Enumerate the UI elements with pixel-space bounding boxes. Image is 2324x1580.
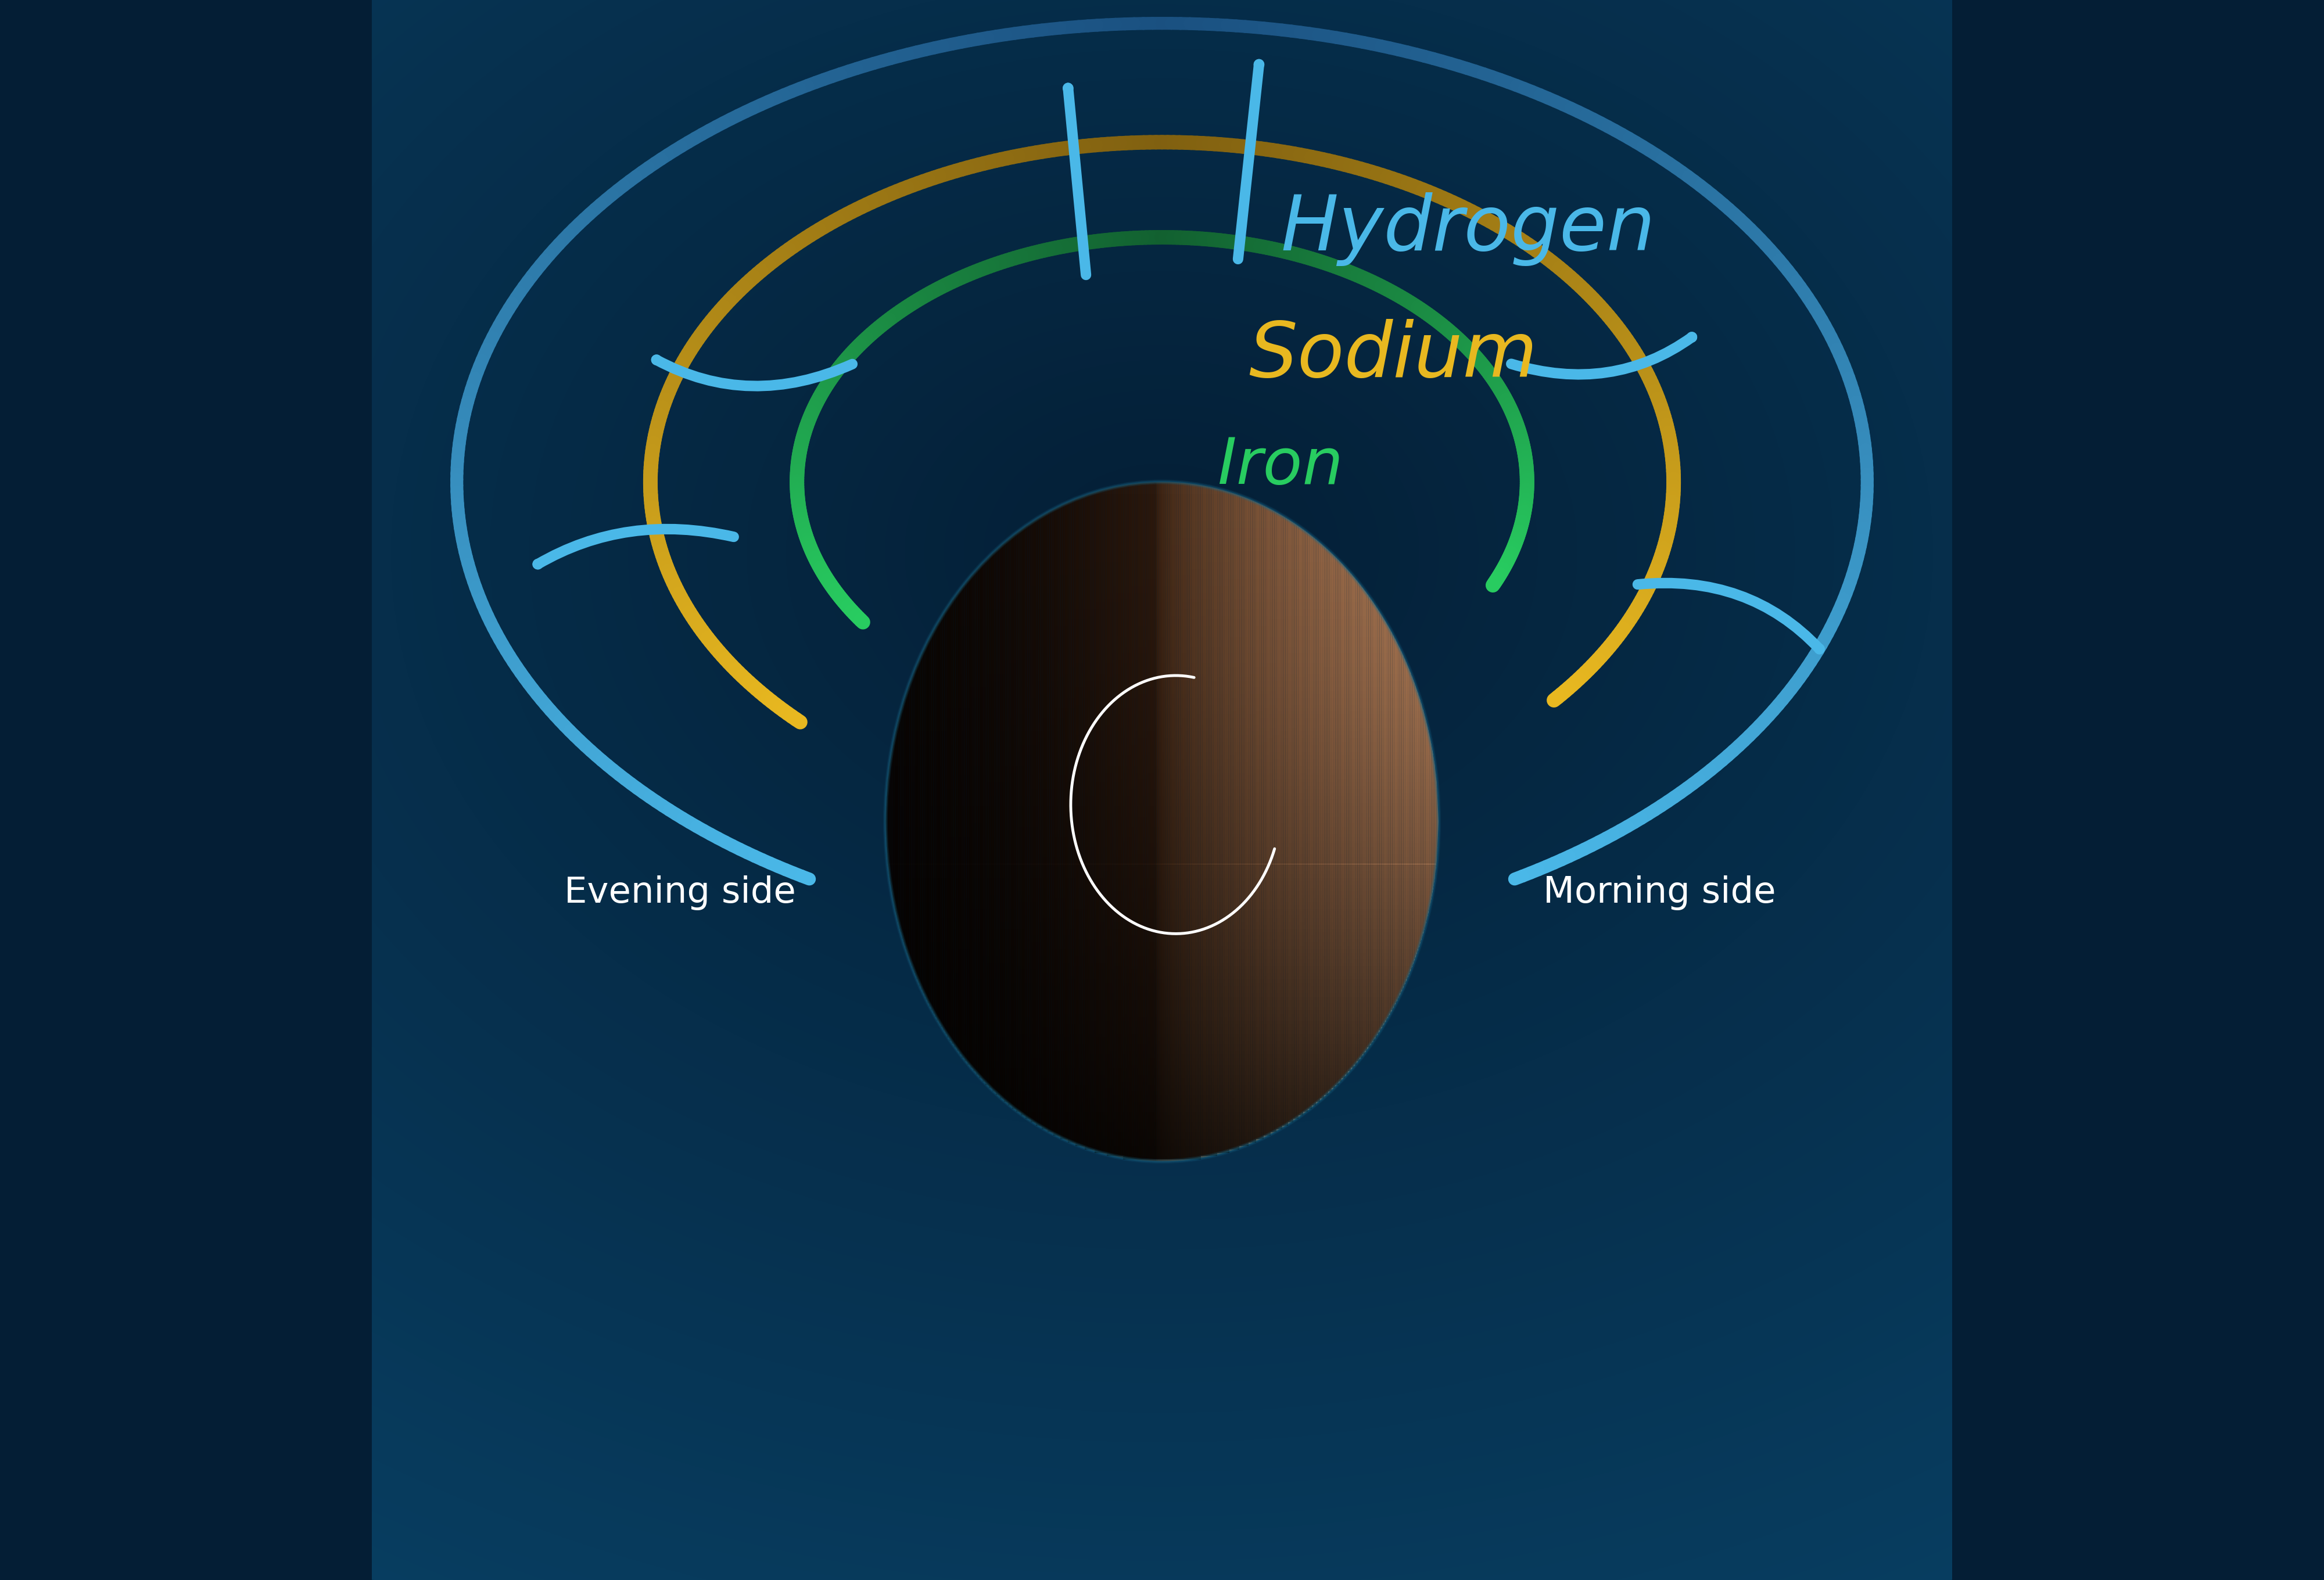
Ellipse shape [35, 0, 2289, 1397]
Ellipse shape [648, 167, 1676, 939]
Polygon shape [890, 766, 1434, 769]
Polygon shape [885, 820, 1439, 823]
Ellipse shape [0, 0, 2324, 1487]
Ellipse shape [925, 376, 1399, 730]
Polygon shape [904, 942, 1420, 945]
Ellipse shape [16, 0, 2308, 1413]
Polygon shape [951, 1038, 1373, 1041]
Polygon shape [904, 694, 1420, 698]
Ellipse shape [548, 93, 1776, 1013]
Polygon shape [953, 599, 1371, 602]
Ellipse shape [669, 183, 1655, 923]
Ellipse shape [944, 390, 1380, 716]
Polygon shape [895, 728, 1429, 732]
Polygon shape [1076, 1142, 1248, 1146]
Polygon shape [925, 994, 1399, 997]
Ellipse shape [293, 0, 2031, 1204]
Polygon shape [1004, 1098, 1320, 1101]
Ellipse shape [767, 256, 1557, 850]
Polygon shape [1041, 1125, 1283, 1130]
Polygon shape [897, 725, 1427, 728]
Polygon shape [1060, 1136, 1264, 1139]
Polygon shape [885, 830, 1439, 834]
Ellipse shape [509, 65, 1813, 1041]
Polygon shape [888, 776, 1436, 779]
Polygon shape [983, 1078, 1341, 1081]
Polygon shape [885, 844, 1439, 847]
Polygon shape [927, 640, 1397, 643]
Polygon shape [953, 1041, 1371, 1044]
Polygon shape [1067, 1139, 1257, 1142]
Ellipse shape [0, 0, 2324, 1457]
Polygon shape [1122, 1157, 1202, 1160]
Polygon shape [890, 758, 1434, 762]
Polygon shape [899, 926, 1425, 929]
Polygon shape [941, 1024, 1383, 1027]
Polygon shape [895, 732, 1429, 735]
Polygon shape [916, 973, 1408, 976]
Polygon shape [904, 702, 1420, 705]
Polygon shape [930, 637, 1394, 640]
Polygon shape [885, 803, 1439, 806]
Ellipse shape [232, 0, 2092, 1250]
Polygon shape [937, 1018, 1387, 1021]
Polygon shape [897, 915, 1427, 918]
Polygon shape [913, 673, 1411, 678]
Polygon shape [899, 711, 1425, 714]
Polygon shape [885, 809, 1439, 814]
Polygon shape [897, 918, 1427, 921]
Polygon shape [885, 790, 1439, 793]
Polygon shape [920, 986, 1404, 989]
Polygon shape [906, 950, 1418, 953]
Polygon shape [892, 741, 1432, 746]
Ellipse shape [727, 228, 1597, 878]
Polygon shape [934, 626, 1390, 630]
Ellipse shape [1064, 479, 1260, 627]
Ellipse shape [806, 286, 1518, 820]
Polygon shape [920, 983, 1404, 986]
Polygon shape [899, 929, 1425, 932]
Polygon shape [923, 989, 1401, 994]
Text: Hydrogen: Hydrogen [1281, 193, 1655, 265]
Polygon shape [927, 1000, 1397, 1003]
Polygon shape [895, 905, 1429, 909]
Polygon shape [932, 1006, 1392, 1010]
Polygon shape [892, 746, 1432, 749]
Ellipse shape [411, 0, 1913, 1115]
Ellipse shape [153, 0, 2171, 1308]
Polygon shape [892, 897, 1432, 902]
Ellipse shape [906, 360, 1418, 746]
Ellipse shape [1043, 465, 1281, 641]
Polygon shape [916, 976, 1408, 980]
Polygon shape [897, 921, 1427, 926]
Ellipse shape [706, 212, 1618, 894]
Ellipse shape [985, 420, 1339, 686]
Polygon shape [906, 687, 1418, 690]
Ellipse shape [95, 0, 2229, 1352]
Ellipse shape [114, 0, 2208, 1338]
Polygon shape [904, 698, 1420, 702]
Polygon shape [1053, 1133, 1271, 1136]
Text: Sodium: Sodium [1248, 319, 1538, 392]
Polygon shape [1037, 1122, 1287, 1125]
Text: Evening side: Evening side [565, 875, 795, 910]
Polygon shape [985, 1081, 1339, 1085]
Polygon shape [909, 684, 1415, 687]
Polygon shape [967, 1062, 1357, 1065]
Ellipse shape [253, 0, 2071, 1234]
Polygon shape [934, 1013, 1390, 1018]
Polygon shape [911, 962, 1413, 965]
Ellipse shape [0, 0, 2324, 1545]
Ellipse shape [0, 0, 2324, 1471]
Ellipse shape [1143, 539, 1183, 567]
Polygon shape [960, 1051, 1364, 1054]
Polygon shape [895, 735, 1429, 738]
Polygon shape [897, 722, 1427, 725]
Polygon shape [925, 646, 1399, 649]
Polygon shape [962, 1054, 1362, 1057]
